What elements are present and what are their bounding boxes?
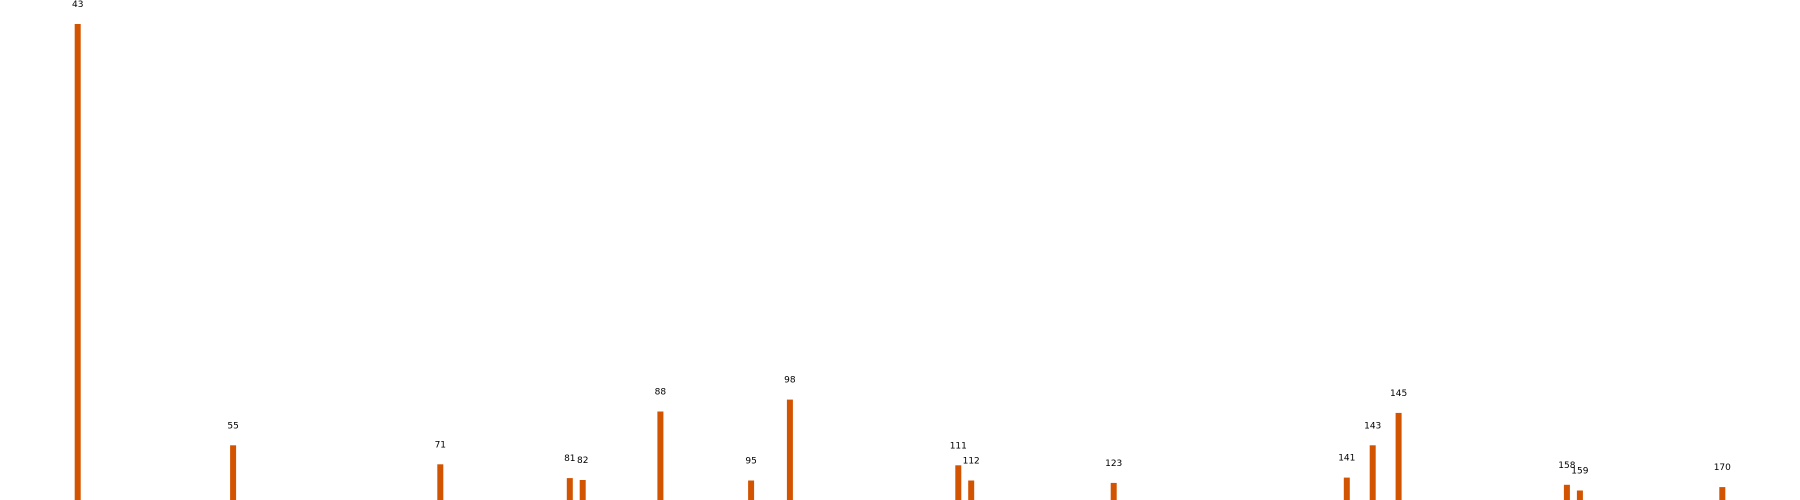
- bar-88: [657, 411, 664, 500]
- bar-label-81: 81: [564, 454, 575, 464]
- bar-145: [1395, 412, 1402, 500]
- bar-95: [748, 480, 755, 500]
- bar-159: [1576, 490, 1583, 500]
- bar-label-112: 112: [963, 457, 980, 467]
- bar-label-158: 158: [1558, 461, 1575, 471]
- bar-81: [566, 478, 573, 500]
- bar-label-141: 141: [1338, 454, 1355, 464]
- bar-82: [579, 480, 586, 500]
- bar-label-123: 123: [1105, 459, 1122, 469]
- bar-141: [1343, 477, 1350, 500]
- bar-label-88: 88: [655, 388, 667, 398]
- bar-158: [1563, 484, 1570, 500]
- bar-112: [968, 480, 975, 500]
- bar-143: [1369, 445, 1376, 500]
- bar-label-145: 145: [1390, 389, 1407, 399]
- bar-170: [1719, 487, 1726, 500]
- bar-label-95: 95: [745, 457, 756, 467]
- bar-123: [1110, 482, 1117, 500]
- bar-55: [230, 445, 237, 500]
- bar-111: [955, 465, 962, 500]
- bar-43: [74, 24, 81, 500]
- bars-group: [74, 24, 1726, 500]
- bar-label-82: 82: [577, 456, 588, 466]
- bar-label-170: 170: [1714, 463, 1731, 473]
- bar-label-98: 98: [784, 376, 796, 386]
- bar-98: [786, 399, 793, 500]
- bar-label-111: 111: [950, 441, 967, 451]
- bar-label-159: 159: [1571, 467, 1588, 477]
- bar-label-143: 143: [1364, 421, 1381, 431]
- bar-71: [437, 464, 444, 500]
- labels-group: 43 55 71 81 82 88 95 98 111 112 123 141 143 145 158159…: [72, 0, 1731, 477]
- bar-label-55: 55: [227, 421, 238, 431]
- bar-label-43: 43: [72, 0, 83, 10]
- bar-label-71: 71: [435, 440, 446, 450]
